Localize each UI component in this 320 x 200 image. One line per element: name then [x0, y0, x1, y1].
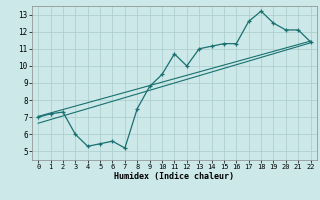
X-axis label: Humidex (Indice chaleur): Humidex (Indice chaleur) — [115, 172, 234, 181]
